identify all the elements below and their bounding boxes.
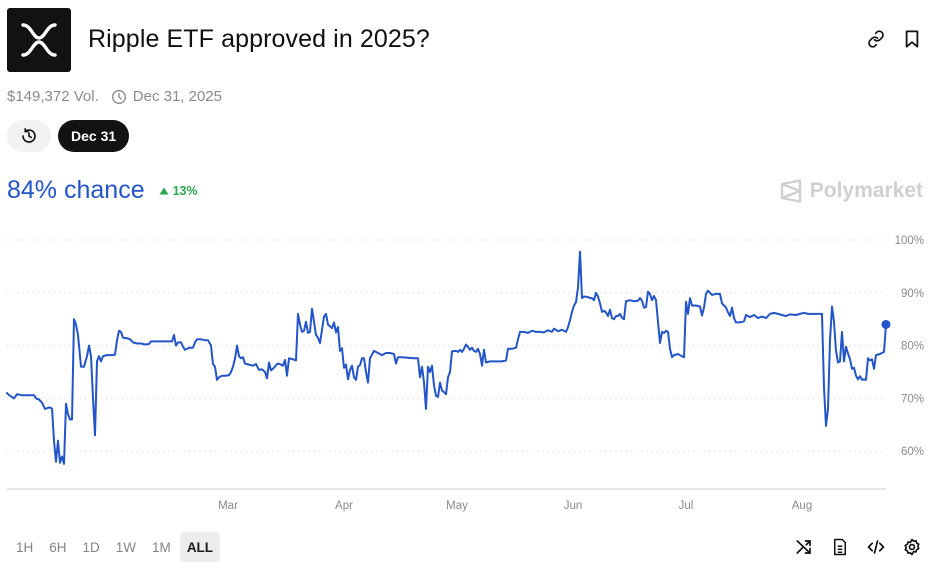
x-tick-label: May <box>446 500 468 512</box>
history-button[interactable] <box>7 120 51 152</box>
shuffle-button[interactable] <box>795 538 813 556</box>
y-tick-label: 60% <box>901 446 924 458</box>
chart-gridlines <box>7 239 886 452</box>
market-title: Ripple ETF approved in 2025? <box>88 25 430 53</box>
date-pill-dec-31[interactable]: Dec 31 <box>58 120 130 152</box>
polymarket-logo-icon <box>780 179 801 203</box>
chance-delta-value: 13% <box>172 183 198 198</box>
x-tick-label: Aug <box>791 500 813 512</box>
copy-link-button[interactable] <box>867 30 885 48</box>
link-icon <box>868 30 884 48</box>
triangle-up-icon <box>159 187 169 194</box>
range-1m[interactable]: 1M <box>152 539 171 555</box>
y-axis-labels: 100% 90% 80% 70% 60% <box>895 235 924 458</box>
range-1h[interactable]: 1H <box>16 539 34 555</box>
xrp-logo-icon <box>7 8 71 72</box>
price-chart[interactable]: 100% 90% 80% 70% 60% <box>0 228 935 518</box>
x-axis-labels: Mar Apr May Jun Jul Aug <box>0 500 935 516</box>
bookmark-icon <box>905 30 919 48</box>
range-all[interactable]: ALL <box>179 532 221 562</box>
document-icon <box>834 538 846 556</box>
current-price-dot <box>881 319 891 329</box>
range-1d[interactable]: 1D <box>82 539 100 555</box>
date-selector: Dec 31 <box>7 120 130 152</box>
chart-tools <box>795 538 921 556</box>
history-icon <box>22 128 36 143</box>
gear-icon <box>904 538 920 556</box>
embed-button[interactable] <box>867 538 885 556</box>
price-line <box>6 250 887 465</box>
volume: $149,372 Vol. <box>7 88 99 105</box>
range-1w[interactable]: 1W <box>115 539 137 555</box>
market-meta: $149,372 Vol. Dec 31, 2025 <box>7 88 222 105</box>
bookmark-button[interactable] <box>903 30 921 48</box>
settings-button[interactable] <box>903 538 921 556</box>
chance-percent: 84% chance <box>7 176 145 204</box>
x-tick-label: Mar <box>218 500 238 512</box>
x-tick-label: Jul <box>678 500 694 512</box>
y-tick-label: 70% <box>901 393 924 405</box>
polymarket-watermark: Polymarket <box>780 179 923 203</box>
brand-name: Polymarket <box>809 179 923 202</box>
shuffle-icon <box>796 540 811 554</box>
time-range-selector: 1H 6H 1D 1W 1M ALL <box>9 532 221 562</box>
range-6h[interactable]: 6H <box>49 539 67 555</box>
market-header: Ripple ETF approved in 2025? <box>7 8 935 72</box>
clock-icon <box>111 89 126 104</box>
document-button[interactable] <box>831 538 849 556</box>
chance-delta: 13% <box>159 184 198 198</box>
chance-display: 84% chance 13% <box>7 176 198 205</box>
code-icon <box>867 540 885 554</box>
end-date-text: Dec 31, 2025 <box>132 88 222 105</box>
y-tick-label: 100% <box>895 235 924 247</box>
y-tick-label: 80% <box>901 341 924 353</box>
x-tick-label: Jun <box>563 500 583 512</box>
y-tick-label: 90% <box>901 288 924 300</box>
x-tick-label: Apr <box>335 500 353 512</box>
end-date: Dec 31, 2025 <box>111 88 222 105</box>
